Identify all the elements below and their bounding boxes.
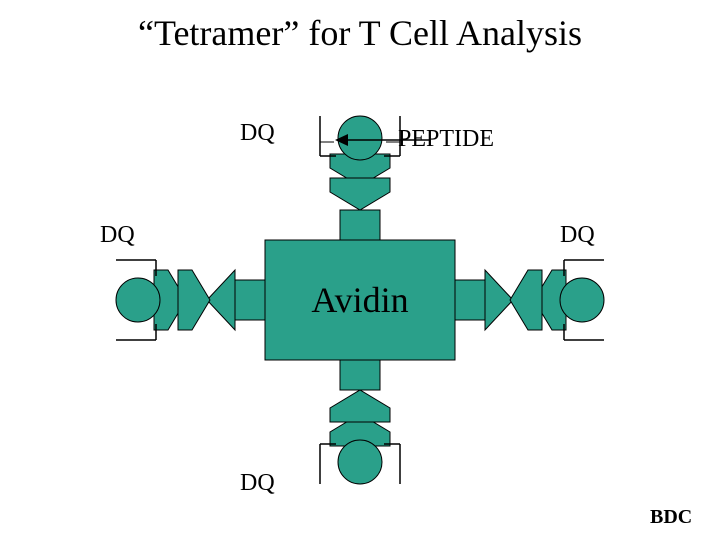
dq-label-top: DQ [240,120,275,147]
avidin-label: Avidin [311,280,408,320]
dq-circle-right [560,278,604,322]
peptide-label: PEPTIDE [398,126,494,153]
dq-label-left: DQ [100,222,135,249]
dq-circle-left [116,278,160,322]
bdc-label: BDC [650,506,692,529]
arrow-left [207,270,265,330]
tetramer-diagram: Avidin [0,0,720,540]
dq-label-bottom: DQ [240,470,275,497]
dq-circle-bottom [338,440,382,484]
chevron-right-2 [510,270,542,330]
arrow-right [455,270,513,330]
chevron-left-2 [178,270,210,330]
dq-label-right: DQ [560,222,595,249]
page-title: “Tetramer” for T Cell Analysis [0,12,720,54]
